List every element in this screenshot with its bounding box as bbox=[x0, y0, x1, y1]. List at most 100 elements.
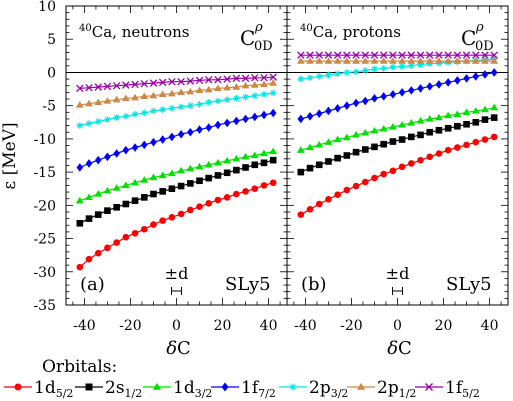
data-point bbox=[260, 159, 268, 167]
data-point bbox=[490, 133, 498, 141]
data-point bbox=[113, 149, 120, 158]
data-point bbox=[435, 57, 443, 64]
data-point bbox=[112, 95, 121, 103]
data-point bbox=[242, 164, 249, 171]
data-point bbox=[195, 76, 204, 85]
data-point bbox=[343, 101, 351, 110]
data-point bbox=[242, 188, 249, 195]
data-point bbox=[333, 51, 342, 59]
series-line bbox=[79, 182, 274, 268]
data-point bbox=[389, 167, 397, 175]
data-point bbox=[177, 166, 186, 174]
data-point bbox=[260, 80, 268, 88]
data-point bbox=[122, 112, 130, 120]
data-point bbox=[223, 75, 231, 83]
data-point bbox=[444, 146, 452, 154]
data-point bbox=[94, 249, 102, 257]
data-point bbox=[343, 152, 351, 159]
data-point bbox=[187, 102, 194, 109]
data-point bbox=[131, 111, 139, 118]
data-point bbox=[223, 169, 231, 177]
data-point bbox=[472, 138, 480, 146]
data-point bbox=[444, 78, 452, 87]
data-point bbox=[343, 186, 351, 194]
series-line bbox=[79, 92, 274, 127]
data-point bbox=[416, 51, 425, 59]
data-point bbox=[472, 51, 480, 59]
data-point bbox=[371, 143, 378, 151]
data-point bbox=[186, 77, 195, 85]
data-point bbox=[333, 135, 342, 143]
data-point bbox=[426, 128, 434, 136]
data-point bbox=[306, 74, 314, 82]
y-tick-label: -25 bbox=[33, 232, 56, 248]
y-tick-label: 5 bbox=[47, 32, 56, 48]
data-point bbox=[260, 110, 268, 120]
data-point bbox=[196, 125, 203, 134]
data-point bbox=[149, 91, 158, 99]
data-point bbox=[103, 82, 112, 91]
x-tick-label: 40 bbox=[481, 318, 499, 334]
data-point bbox=[333, 57, 342, 64]
data-point bbox=[444, 111, 453, 119]
functional-label: C bbox=[240, 26, 255, 50]
data-point bbox=[177, 103, 185, 111]
data-point bbox=[131, 93, 139, 101]
legend-entry-1d32: 1d3/2 bbox=[143, 378, 212, 400]
data-point bbox=[223, 96, 231, 103]
data-point bbox=[103, 186, 112, 194]
data-point bbox=[85, 120, 93, 127]
legend-marker bbox=[152, 382, 162, 390]
data-point bbox=[94, 155, 102, 165]
data-point bbox=[389, 138, 397, 145]
data-point bbox=[167, 89, 176, 97]
data-point bbox=[435, 113, 443, 121]
functional-label-sup: ρ bbox=[254, 20, 263, 35]
data-point bbox=[122, 145, 130, 155]
data-point bbox=[325, 106, 332, 116]
data-point bbox=[471, 57, 480, 64]
legend-title: Orbitals: bbox=[42, 357, 117, 377]
data-point bbox=[435, 126, 443, 134]
legend-label: 1f7/2 bbox=[241, 378, 276, 400]
y-tick-label: -30 bbox=[33, 265, 56, 281]
error-bar-icon bbox=[171, 287, 182, 295]
data-point bbox=[250, 81, 259, 88]
x-tick-label: 0 bbox=[393, 318, 402, 334]
data-point bbox=[94, 190, 103, 197]
legend-marker bbox=[85, 383, 93, 391]
data-point bbox=[94, 98, 103, 105]
legend-entry-1f72: 1f7/2 bbox=[211, 378, 276, 400]
data-point bbox=[269, 108, 277, 118]
series-2p32-a bbox=[76, 89, 277, 129]
data-point bbox=[205, 200, 213, 207]
data-point bbox=[103, 97, 112, 104]
data-point bbox=[121, 181, 130, 189]
data-point bbox=[462, 108, 471, 115]
data-point bbox=[425, 115, 434, 122]
data-point bbox=[196, 203, 203, 210]
data-point bbox=[260, 182, 268, 189]
series-1d52-a bbox=[76, 179, 277, 271]
data-point bbox=[297, 211, 305, 218]
data-point bbox=[251, 112, 259, 122]
data-point bbox=[177, 77, 185, 86]
data-point bbox=[233, 166, 240, 174]
data-point bbox=[463, 74, 470, 83]
data-point bbox=[324, 57, 333, 64]
axis-labels: 10 5 0 -5 -10 -15 -20 -25 -30 -35 ε [MeV] bbox=[0, 0, 56, 314]
data-point bbox=[408, 62, 415, 70]
data-point bbox=[85, 255, 93, 263]
data-point bbox=[334, 191, 341, 199]
series-2p12-a bbox=[75, 79, 278, 108]
legend-entry-2p12: 2p1/2 bbox=[347, 378, 416, 400]
data-point bbox=[426, 153, 434, 161]
series-line bbox=[300, 107, 495, 151]
data-point bbox=[398, 163, 406, 171]
data-point bbox=[453, 57, 462, 64]
data-point bbox=[113, 114, 120, 121]
data-point bbox=[379, 125, 388, 132]
y-axis-label: ε [MeV] bbox=[0, 122, 20, 189]
data-point bbox=[380, 170, 387, 178]
error-bar-label: ±d bbox=[386, 264, 410, 283]
